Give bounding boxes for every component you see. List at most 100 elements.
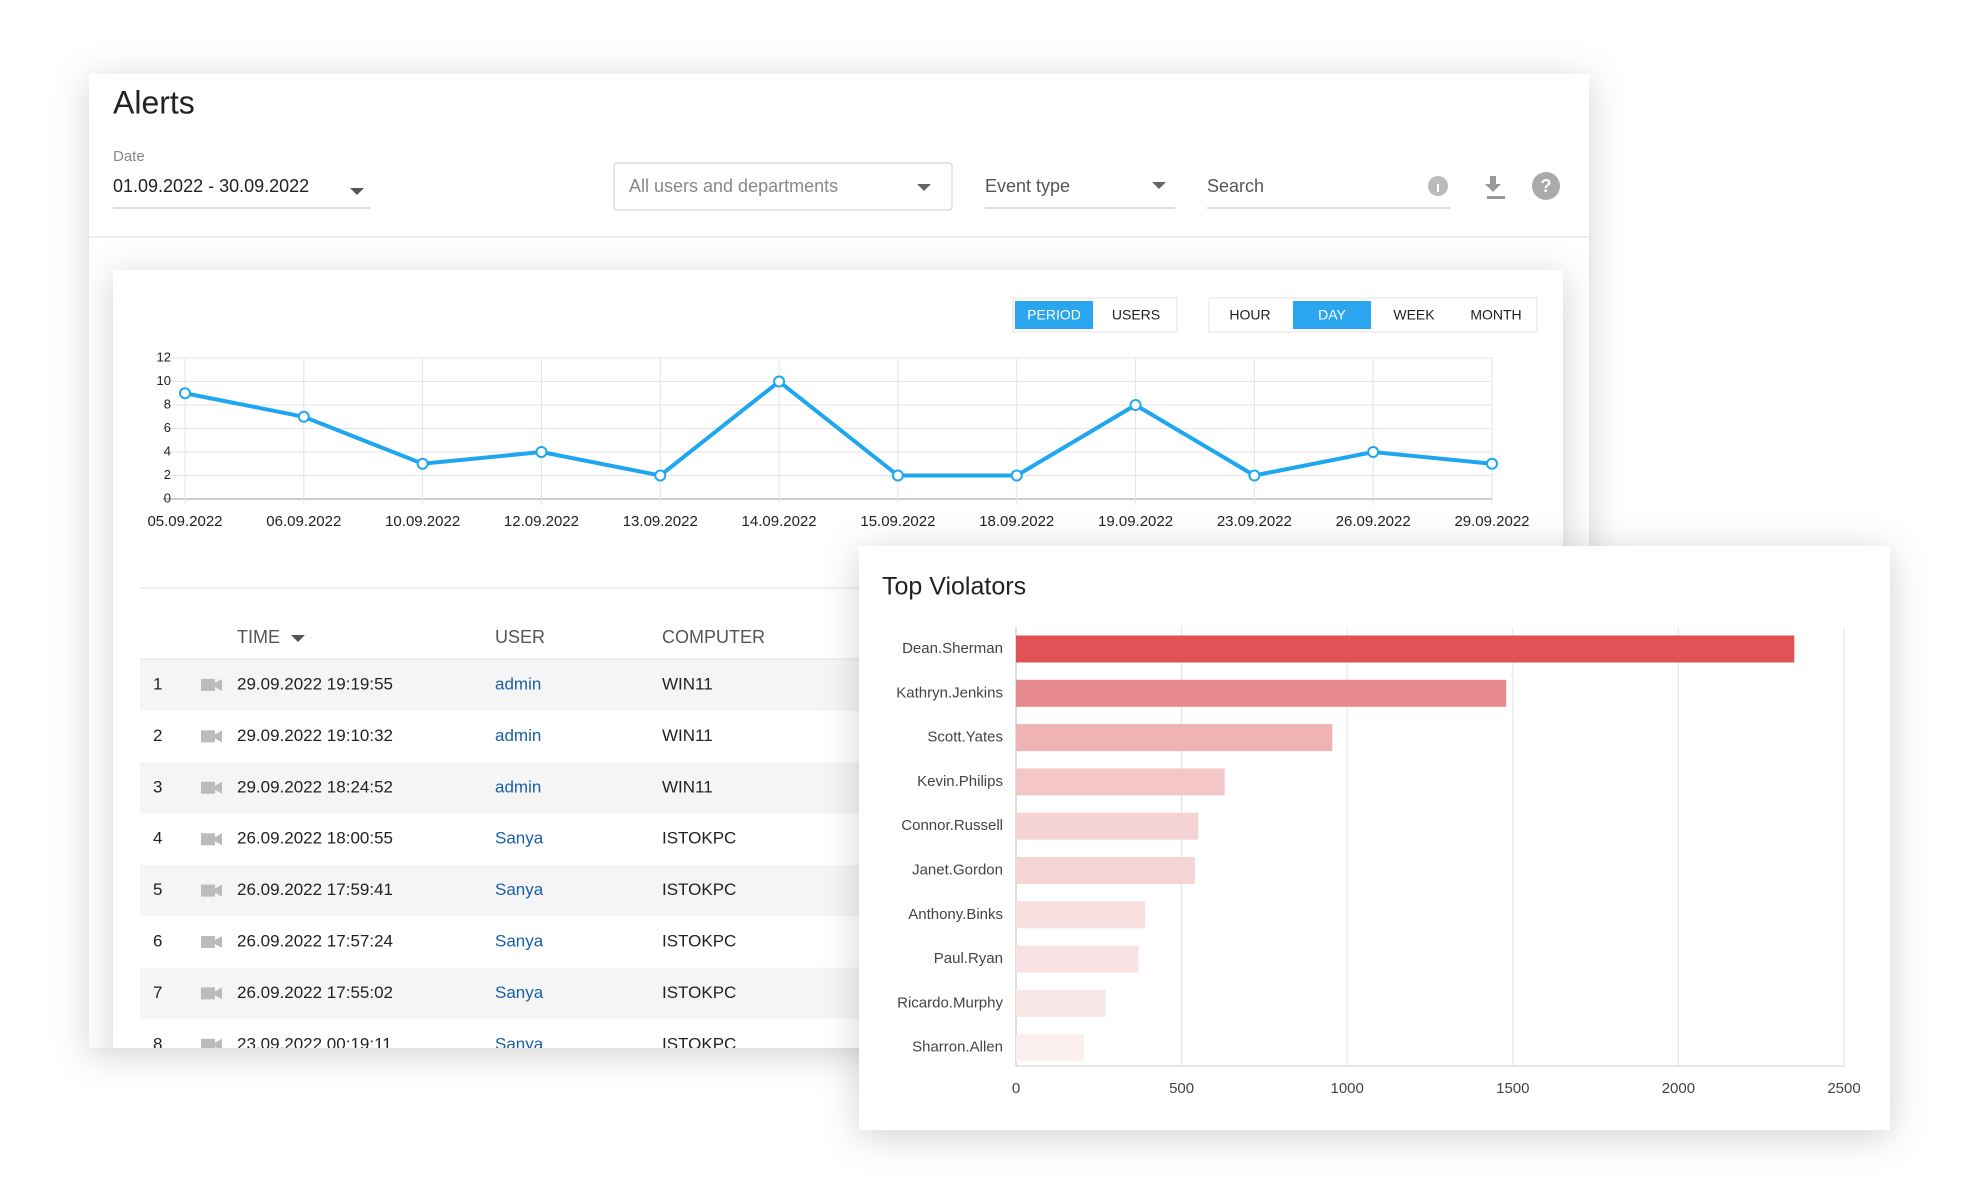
toggle-active[interactable]: [1015, 301, 1093, 329]
download-icon[interactable]: [1485, 176, 1505, 199]
row-number: 2: [153, 726, 162, 745]
toggle-button[interactable]: DAY: [1318, 307, 1346, 323]
cell[interactable]: Sanya: [495, 1034, 544, 1053]
dropdown-arrow[interactable]: [917, 184, 931, 191]
cell[interactable]: admin: [495, 777, 541, 796]
y-tick-label: 2: [164, 467, 171, 482]
x-tick-label: 29.09.2022: [1454, 513, 1529, 530]
help-icon[interactable]: [1532, 172, 1560, 200]
users-select-text: All users and departments: [629, 176, 838, 196]
data-point: [1248, 469, 1261, 482]
x-tick-label: 12.09.2022: [504, 513, 579, 530]
y-tick-label: Kevin.Philips: [917, 773, 1003, 790]
bar: [1016, 724, 1333, 752]
toggle-button[interactable]: USERS: [1112, 307, 1160, 323]
cell[interactable]: Sanya: [495, 880, 544, 899]
video-icon[interactable]: [201, 730, 222, 743]
cell: ISTOKPC: [662, 983, 736, 1002]
line-series: [184, 378, 1493, 478]
y-tick-label: Janet.Gordon: [912, 861, 1003, 878]
cell: ISTOKPC: [662, 1034, 736, 1053]
x-tick-label: 05.09.2022: [147, 513, 222, 530]
column-header[interactable]: TIME: [237, 627, 280, 647]
toggle-active[interactable]: [1293, 301, 1371, 329]
x-tick-label: 1500: [1496, 1080, 1529, 1097]
info-icon-glyph: [1437, 184, 1439, 192]
cell: 26.09.2022 17:55:02: [237, 983, 393, 1002]
video-icon[interactable]: [201, 833, 222, 846]
event-type[interactable]: Event type: [985, 176, 1070, 196]
toggle-group: [1208, 297, 1538, 333]
date-range[interactable]: 01.09.2022 - 30.09.2022: [113, 176, 309, 196]
dropdown-arrow[interactable]: [1152, 182, 1166, 189]
toggle-button[interactable]: PERIOD: [1027, 307, 1081, 323]
users-select[interactable]: [613, 162, 953, 211]
cell[interactable]: admin: [495, 674, 541, 693]
x-tick-label: 1000: [1331, 1080, 1364, 1097]
cell: ISTOKPC: [662, 829, 736, 848]
data-point: [891, 469, 904, 482]
toggle-button[interactable]: MONTH: [1470, 307, 1521, 323]
x-tick-label: 18.09.2022: [979, 513, 1054, 530]
cell[interactable]: Sanya: [495, 983, 544, 1002]
video-icon[interactable]: [201, 987, 222, 1000]
bar: [1016, 679, 1507, 707]
cell: 29.09.2022 19:10:32: [237, 726, 393, 745]
x-tick-label: 0: [1012, 1080, 1020, 1097]
cell: ISTOKPC: [662, 931, 736, 950]
row-number: 3: [153, 777, 162, 796]
x-tick-label: 19.09.2022: [1098, 513, 1173, 530]
y-tick-label: 10: [157, 373, 171, 388]
y-tick-label: Sharron.Allen: [912, 1039, 1003, 1056]
row-number: 1: [153, 674, 162, 693]
x-tick-label: 10.09.2022: [385, 513, 460, 530]
cell[interactable]: Sanya: [495, 931, 544, 950]
data-point: [179, 387, 191, 400]
video-icon[interactable]: [201, 1038, 222, 1051]
bar: [1016, 768, 1225, 796]
data-point: [535, 446, 548, 458]
video-icon[interactable]: [201, 781, 222, 794]
cell: WIN11: [662, 777, 713, 796]
row-number: 6: [153, 931, 162, 950]
column-header[interactable]: USER: [495, 627, 545, 647]
y-tick-label: 8: [164, 396, 171, 411]
sort-arrow: [291, 635, 305, 642]
x-tick-label: 2500: [1827, 1080, 1860, 1097]
row-number: 7: [153, 983, 162, 1002]
cell: 29.09.2022 19:19:55: [237, 674, 393, 693]
x-tick-label: 13.09.2022: [623, 513, 698, 530]
page-title: Alerts: [113, 84, 195, 120]
cell: WIN11: [662, 726, 713, 745]
data-point: [1129, 399, 1142, 411]
x-tick-label: 500: [1169, 1080, 1194, 1097]
data-point: [1367, 446, 1380, 458]
cell: 29.09.2022 18:24:52: [237, 777, 393, 796]
dropdown-arrow[interactable]: [350, 188, 364, 195]
cell: ISTOKPC: [662, 880, 736, 899]
y-tick-label: Connor.Russell: [901, 817, 1003, 834]
video-icon[interactable]: [201, 679, 222, 691]
video-icon[interactable]: [201, 884, 222, 897]
x-tick-label: 23.09.2022: [1217, 513, 1292, 530]
cell[interactable]: Sanya: [495, 829, 544, 848]
row-number: 4: [153, 829, 162, 848]
bar: [1016, 635, 1795, 663]
video-icon[interactable]: [201, 936, 222, 948]
data-point: [297, 410, 310, 423]
cell[interactable]: admin: [495, 726, 541, 745]
x-tick-label: 26.09.2022: [1336, 513, 1411, 530]
cell: 26.09.2022 17:57:24: [237, 931, 393, 950]
toggle-button[interactable]: HOUR: [1229, 307, 1270, 323]
x-tick-label: 14.09.2022: [742, 513, 817, 530]
search-input[interactable]: Search: [1207, 176, 1264, 196]
row-number: 8: [153, 1034, 162, 1053]
toggle-button[interactable]: WEEK: [1393, 307, 1435, 323]
y-tick-label: Anthony.Binks: [908, 906, 1003, 923]
y-tick-label: 0: [164, 490, 171, 505]
data-point: [416, 457, 429, 470]
column-header[interactable]: COMPUTER: [662, 627, 765, 647]
cell: 26.09.2022 18:00:55: [237, 829, 393, 848]
